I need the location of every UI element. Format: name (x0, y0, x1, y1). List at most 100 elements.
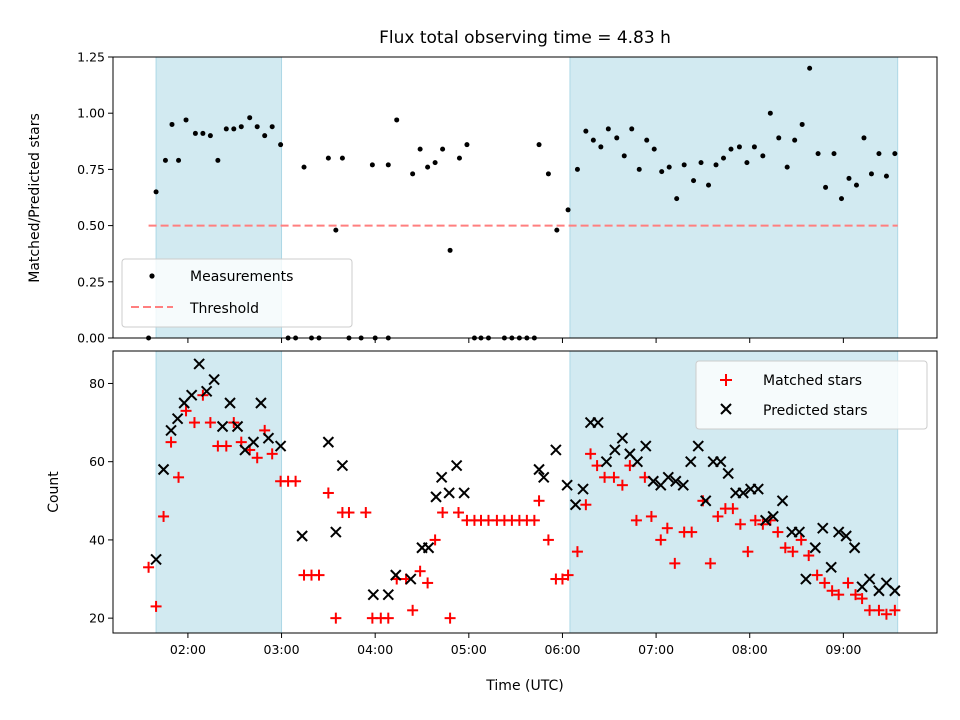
predicted-star-point (458, 487, 470, 499)
measurement-point (706, 182, 712, 188)
measurement-point (440, 146, 446, 152)
measurement-point (583, 128, 589, 134)
measurement-point (823, 184, 829, 190)
matched-star-point (422, 577, 434, 589)
y-tick-label: 60 (89, 454, 105, 469)
predicted-star-point (714, 455, 727, 468)
measurement-point (554, 227, 560, 233)
predicted-star-point (592, 416, 604, 429)
matched-star-point (571, 546, 583, 558)
matched-star-point (599, 471, 611, 483)
measurement-point (681, 162, 687, 168)
matched-star-point (453, 507, 465, 519)
measurement-point (200, 130, 206, 136)
predicted-star-point (817, 522, 829, 534)
predicted-star-point (216, 420, 229, 433)
top-y-axis-ticks: 0.00 0.25 0.50 0.75 1.00 1.25 (77, 50, 113, 346)
measurement-point (278, 142, 284, 148)
measurement-point (853, 182, 859, 188)
predicted-star-point (840, 530, 852, 542)
bottom-y-axis-ticks: 20 40 60 80 (89, 376, 113, 626)
bottom-legend-box (695, 360, 928, 430)
predicted-star-point (231, 420, 244, 433)
predicted-star-point (793, 526, 806, 538)
measurement-point (838, 196, 844, 202)
matched-star-point (150, 600, 162, 612)
matched-star-point (313, 569, 325, 581)
predicted-star-point (569, 499, 582, 511)
predicted-star-point (157, 463, 170, 476)
measurement-point (767, 110, 773, 116)
predicted-star-point (200, 385, 213, 397)
predicted-star-point (767, 510, 779, 523)
matched-star-point (266, 448, 278, 460)
measurement-point (698, 160, 704, 166)
predicted-star-point (600, 455, 613, 468)
matched-star-point (734, 518, 746, 530)
measurement-point (238, 124, 244, 130)
matched-star-point (322, 487, 334, 499)
predicted-star-point (737, 487, 749, 499)
measurement-point (792, 137, 798, 143)
shaded-interval (569, 56, 899, 339)
matched-star-point (360, 507, 372, 519)
matched-star-point (542, 534, 554, 546)
measurement-point (417, 146, 423, 152)
measurement-point (231, 126, 237, 132)
matched-star-point (842, 577, 854, 589)
measurement-point (636, 166, 642, 172)
shaded-interval (155, 350, 283, 634)
matched-star-point (616, 479, 628, 491)
predicted-star-point (825, 561, 837, 573)
measurement-point (464, 142, 470, 148)
predicted-stars-series (150, 358, 901, 601)
y-tick-label: 20 (89, 611, 105, 626)
matched-star-point (772, 526, 784, 538)
measurement-point (207, 133, 213, 139)
measurement-point (784, 164, 790, 170)
predicted-star-point (889, 585, 901, 597)
measurement-point (590, 137, 596, 143)
matched-star-point (630, 514, 642, 526)
matched-star-point (833, 589, 845, 601)
measurement-point (751, 144, 757, 150)
predicted-star-point (224, 397, 236, 409)
matched-star-point (429, 534, 441, 546)
measurement-point (691, 178, 697, 184)
predicted-star-point (165, 424, 177, 437)
matched-star-point (188, 417, 200, 429)
matched-star-point (712, 510, 724, 522)
predicted-star-point (609, 444, 621, 456)
matched-star-point (251, 452, 263, 464)
matched-star-point (704, 557, 716, 569)
matched-star-point (290, 475, 302, 487)
measurement-point (432, 160, 438, 166)
matched-star-point (330, 612, 342, 624)
predicted-star-point (443, 487, 455, 499)
predicted-star-point (722, 467, 734, 480)
predicted-star-point (640, 440, 652, 452)
matched-star-point (811, 569, 823, 581)
y-tick-label: 1.25 (77, 50, 105, 65)
y-tick-label: 80 (89, 376, 105, 391)
measurement-point (659, 169, 665, 175)
matched-star-point (528, 514, 540, 526)
measurement-point (831, 151, 837, 157)
predicted-star-point (193, 358, 205, 370)
predicted-star-point (647, 475, 659, 487)
measurement-point (339, 155, 345, 161)
measurement-point (713, 162, 719, 168)
bottom-x-axis-ticks: 02:00 03:00 04:00 05:00 06:00 07:00 08:00 09:00 (170, 633, 861, 657)
matched-star-point (343, 507, 355, 519)
top-x-axis-ticks (187, 338, 844, 343)
measurement-point (262, 133, 268, 139)
top-panel: 0.00 0.25 0.50 0.75 1.00 1.25 Matched/Predict… (27, 50, 938, 346)
measurement-point (536, 142, 542, 148)
matched-star-point (803, 550, 815, 562)
x-tick-label: 05:00 (451, 642, 487, 657)
measurement-point (394, 117, 400, 123)
y-tick-label: 1.00 (77, 106, 105, 121)
measurement-point (254, 124, 260, 130)
predicted-star-point (863, 573, 876, 585)
